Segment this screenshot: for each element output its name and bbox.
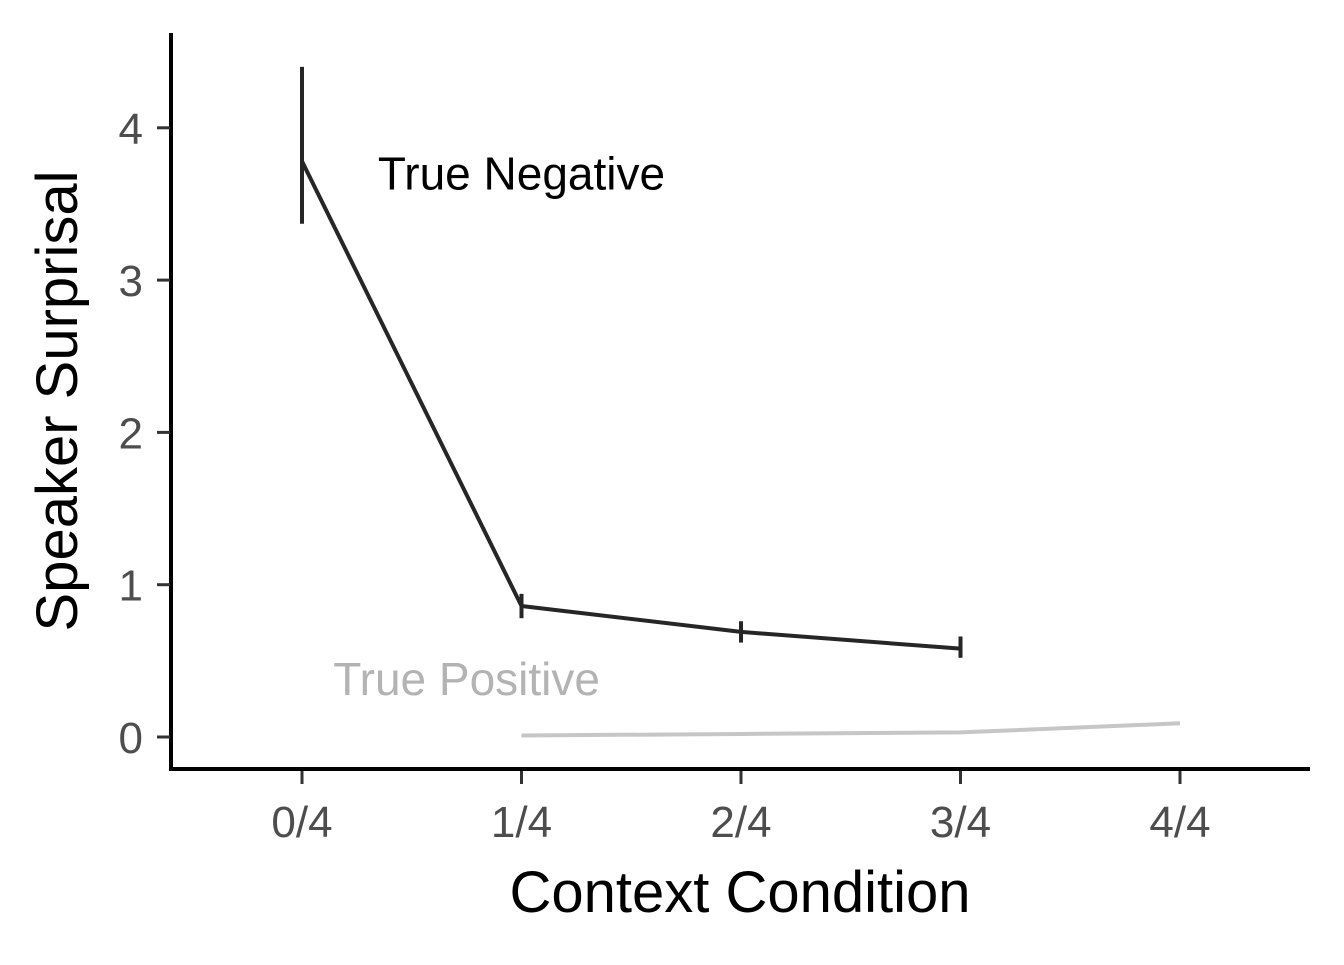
axes — [169, 33, 1310, 771]
y-tick-label: 3 — [119, 257, 143, 306]
y-axis-title: Speaker Surprisal — [25, 171, 90, 632]
x-tick-label: 1/4 — [491, 798, 552, 847]
x-tick-label: 4/4 — [1149, 798, 1210, 847]
series-group — [521, 721, 1181, 738]
x-tick-label: 3/4 — [930, 798, 991, 847]
series-annotation-label: True Positive — [333, 653, 600, 705]
series-line — [300, 160, 961, 651]
y-tick-label: 0 — [119, 714, 143, 763]
ticks: 0/4 1/4 2/4 3/4 4/4 0 1 2 3 4 — [119, 105, 1211, 847]
series-annotation-label: True Negative — [378, 147, 665, 199]
annotations: True Negative True Positive — [333, 147, 665, 705]
y-tick-label: 2 — [119, 409, 143, 458]
y-tick-label: 1 — [119, 562, 143, 611]
x-axis-title: Context Condition — [509, 860, 970, 925]
x-tick-label: 0/4 — [271, 798, 332, 847]
x-tick-label: 2/4 — [710, 798, 771, 847]
series-line — [521, 721, 1181, 738]
series — [300, 66, 1181, 738]
y-tick-label: 4 — [119, 105, 143, 154]
series-group — [300, 66, 963, 658]
